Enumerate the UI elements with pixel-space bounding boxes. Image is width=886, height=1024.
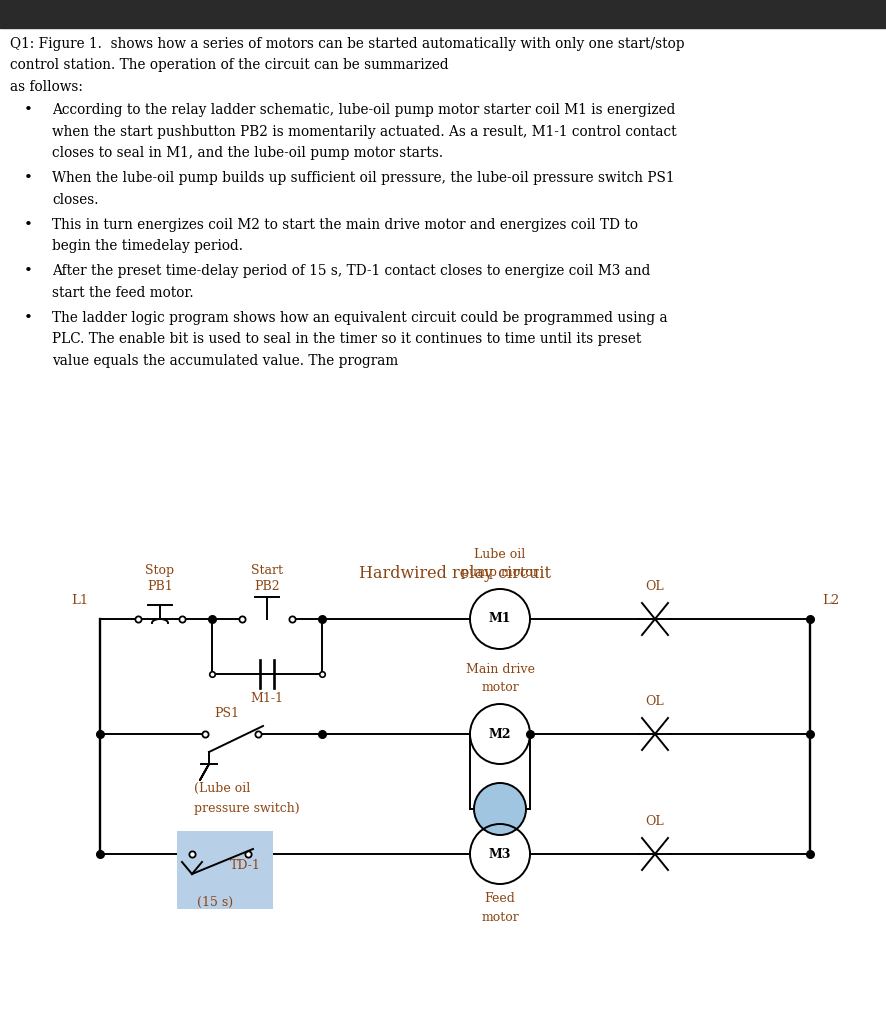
Text: This in turn energizes coil M2 to start the main drive motor and energizes coil : This in turn energizes coil M2 to start … <box>52 218 637 232</box>
Text: •: • <box>24 264 33 279</box>
Text: •: • <box>24 218 33 232</box>
Text: when the start pushbutton PB2 is momentarily actuated. As a result, M1-1 control: when the start pushbutton PB2 is momenta… <box>52 125 676 139</box>
Text: Main drive: Main drive <box>465 663 534 676</box>
Text: TD: TD <box>489 803 509 815</box>
Text: PB2: PB2 <box>254 580 279 593</box>
Text: According to the relay ladder schematic, lube-oil pump motor starter coil M1 is : According to the relay ladder schematic,… <box>52 103 674 118</box>
Text: OL: OL <box>645 695 664 708</box>
Text: TD-1: TD-1 <box>229 859 260 872</box>
Text: begin the timedelay period.: begin the timedelay period. <box>52 240 243 254</box>
Text: The ladder logic program shows how an equivalent circuit could be programmed usi: The ladder logic program shows how an eq… <box>52 311 667 325</box>
Text: M1-1: M1-1 <box>250 692 284 705</box>
Text: PLC. The enable bit is used to seal in the timer so it continues to time until i: PLC. The enable bit is used to seal in t… <box>52 333 641 346</box>
Text: value equals the accumulated value. The program: value equals the accumulated value. The … <box>52 354 398 368</box>
Text: pump motor: pump motor <box>461 566 539 579</box>
Text: OL: OL <box>645 580 664 593</box>
Text: L1: L1 <box>71 594 88 607</box>
Bar <box>177 831 273 909</box>
Text: When the lube-oil pump builds up sufficient oil pressure, the lube-oil pressure : When the lube-oil pump builds up suffici… <box>52 171 673 185</box>
Text: M1: M1 <box>488 612 510 626</box>
Text: motor: motor <box>480 911 518 924</box>
Text: OL: OL <box>645 815 664 828</box>
Text: Start: Start <box>251 564 283 577</box>
Text: as follows:: as follows: <box>10 80 82 94</box>
Text: PS1: PS1 <box>214 707 238 720</box>
Text: L2: L2 <box>821 594 838 607</box>
Text: closes to seal in M1, and the lube-oil pump motor starts.: closes to seal in M1, and the lube-oil p… <box>52 146 443 161</box>
Text: M2: M2 <box>488 727 510 740</box>
Text: Q1: Figure 1.  shows how a series of motors can be started automatically with on: Q1: Figure 1. shows how a series of moto… <box>10 37 684 51</box>
Bar <box>0 0 886 28</box>
Text: •: • <box>24 311 33 325</box>
Text: M3: M3 <box>488 848 510 860</box>
Text: After the preset time-delay period of 15 s, TD-1 contact closes to energize coil: After the preset time-delay period of 15… <box>52 264 649 279</box>
Text: (15 s): (15 s) <box>197 896 233 909</box>
Text: closes.: closes. <box>52 193 98 207</box>
Text: PB1: PB1 <box>147 580 173 593</box>
Text: (Lube oil: (Lube oil <box>193 782 250 795</box>
Text: motor: motor <box>480 681 518 694</box>
Text: Feed: Feed <box>484 892 515 905</box>
Text: •: • <box>24 103 33 118</box>
Text: Hardwired relay circuit: Hardwired relay circuit <box>359 565 550 582</box>
Text: control station. The operation of the circuit can be summarized: control station. The operation of the ci… <box>10 58 448 73</box>
Text: •: • <box>24 171 33 185</box>
Text: start the feed motor.: start the feed motor. <box>52 286 193 300</box>
Circle shape <box>473 783 525 835</box>
Text: Stop: Stop <box>145 564 175 577</box>
Text: Lube oil: Lube oil <box>474 548 525 561</box>
Text: pressure switch): pressure switch) <box>193 802 299 815</box>
